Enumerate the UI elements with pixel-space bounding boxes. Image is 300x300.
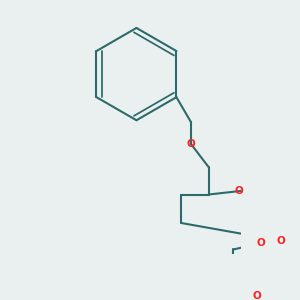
Text: O: O — [235, 186, 243, 196]
Text: O: O — [276, 236, 285, 246]
Text: O: O — [187, 139, 196, 149]
Text: O: O — [252, 291, 261, 300]
Text: O: O — [256, 238, 265, 248]
